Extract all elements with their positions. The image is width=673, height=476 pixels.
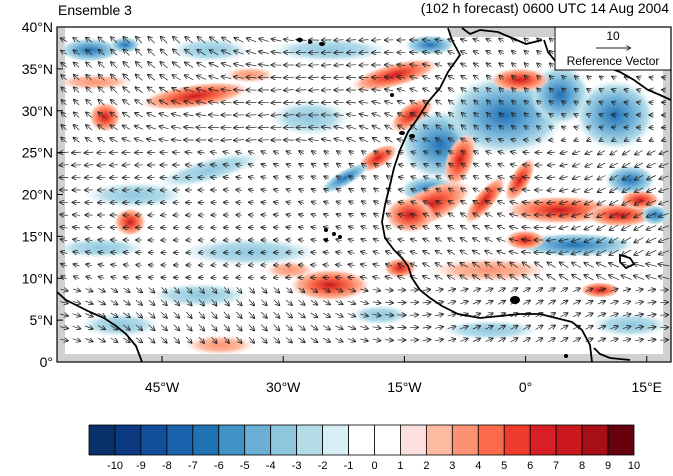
colorbar-swatch	[530, 425, 556, 455]
colorbar-label: 6	[527, 460, 533, 471]
reference-vector-legend: 10 Reference Vector	[555, 27, 671, 70]
colorbar-swatch	[426, 425, 452, 455]
colorbar-swatch	[89, 425, 115, 455]
colorbar-swatch	[297, 425, 323, 455]
reference-vector-label: Reference Vector	[567, 54, 660, 68]
colorbar-swatch	[167, 425, 193, 455]
lon-label: 15°W	[387, 379, 422, 395]
colorbar-label: 2	[423, 460, 429, 471]
colorbar-label: 9	[605, 460, 611, 471]
lon-label: 15°E	[632, 379, 663, 395]
colorbar-swatch	[478, 425, 504, 455]
reference-vector-value: 10	[606, 29, 620, 43]
lat-label: 25°N	[22, 145, 53, 161]
colorbar-swatch	[349, 425, 375, 455]
map-panel: 10 Reference Vector	[55, 27, 671, 362]
lat-label: 15°N	[22, 228, 53, 244]
colorbar-label: 0	[371, 460, 377, 471]
colorbar-swatch	[271, 425, 297, 455]
forecast-title: (102 h forecast) 0600 UTC 14 Aug 2004	[421, 0, 669, 16]
colorbar-swatch	[115, 425, 141, 455]
colorbar-swatch	[504, 425, 530, 455]
colorbar-swatch	[452, 425, 478, 455]
lat-label: 30°N	[22, 103, 53, 119]
colorbar-label: -5	[240, 460, 250, 471]
colorbar-swatch	[582, 425, 608, 455]
colorbar-swatch	[323, 425, 349, 455]
missing-data-south	[57, 354, 671, 362]
colorbar-label: -3	[292, 460, 302, 471]
colorbar-swatch	[400, 425, 426, 455]
colorbar-label: -4	[266, 460, 276, 471]
lat-label: 35°N	[22, 61, 53, 77]
lat-label: 10°N	[22, 270, 53, 286]
colorbar-label: 10	[628, 460, 640, 471]
colorbar-label: 4	[475, 460, 481, 471]
lon-label: 30°W	[266, 379, 301, 395]
lat-label: 40°N	[22, 19, 53, 35]
colorbar-label: 5	[501, 460, 507, 471]
colorbar-label: -8	[162, 460, 172, 471]
colorbar-label: 8	[579, 460, 585, 471]
colorbar-swatch	[608, 425, 634, 455]
colorbar-label: -1	[344, 460, 354, 471]
colorbar-swatch	[556, 425, 582, 455]
colorbar-label: -7	[188, 460, 198, 471]
colorbar-swatch	[193, 425, 219, 455]
ensemble-title: Ensemble 3	[58, 2, 132, 18]
colorbar-label: -10	[107, 460, 123, 471]
colorbar-label: 1	[397, 460, 403, 471]
colorbar-label: 7	[553, 460, 559, 471]
lat-label: 5°N	[30, 312, 54, 328]
lon-label: 0°	[519, 379, 532, 395]
colorbar-swatch	[141, 425, 167, 455]
colorbar-swatch	[374, 425, 400, 455]
colorbar-swatch	[219, 425, 245, 455]
lon-label: 45°W	[145, 379, 180, 395]
colorbar-swatch	[245, 425, 271, 455]
colorbar-label: -9	[136, 460, 146, 471]
colorbar-label: 3	[449, 460, 455, 471]
missing-data-north	[450, 27, 554, 37]
colorbar-label: -2	[318, 460, 328, 471]
colorbar-label: -6	[214, 460, 224, 471]
lat-label: 0°	[40, 354, 53, 370]
lat-label: 20°N	[22, 187, 53, 203]
